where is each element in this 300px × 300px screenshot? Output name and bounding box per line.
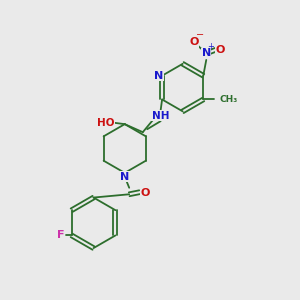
Text: O: O xyxy=(189,37,199,47)
Text: NH: NH xyxy=(152,111,170,121)
Text: CH₃: CH₃ xyxy=(220,95,238,104)
Text: O: O xyxy=(216,45,225,56)
Text: −: − xyxy=(196,30,204,40)
Text: N: N xyxy=(120,172,129,182)
Text: N: N xyxy=(202,48,211,59)
Text: HO: HO xyxy=(97,118,114,128)
Text: N: N xyxy=(154,71,163,81)
Text: F: F xyxy=(57,230,64,241)
Text: O: O xyxy=(141,188,150,198)
Text: +: + xyxy=(208,42,214,51)
